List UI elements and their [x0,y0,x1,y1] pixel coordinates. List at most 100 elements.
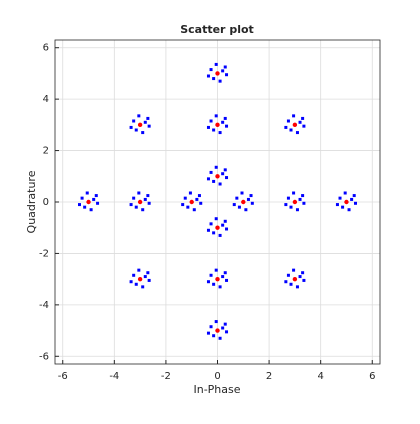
sample-point [221,69,225,73]
sample-point [143,275,147,279]
sample-point [143,197,147,201]
center-point [215,276,220,282]
sample-point [214,217,218,221]
sample-point [289,282,293,286]
sample-point [137,268,141,272]
sample-point [212,128,216,132]
sample-point [96,201,100,205]
sample-point [249,194,253,198]
y-tick-label: 0 [43,197,49,208]
sample-point [223,219,227,223]
x-tick-label: -6 [58,371,68,382]
sample-point [292,268,296,272]
sample-point [134,205,138,209]
sample-point [298,275,302,279]
y-tick-label: -4 [39,300,49,311]
sample-point [141,131,145,135]
sample-point [141,208,145,212]
sample-point [92,197,96,201]
sample-point [209,273,213,277]
sample-point [218,182,222,186]
sample-point [301,271,305,275]
sample-point [199,201,203,205]
sample-point [221,120,225,124]
sample-point [223,116,227,120]
sample-point [225,176,229,180]
sample-point [206,177,210,181]
sample-point [85,191,89,195]
y-axis-label: Quadrature [25,170,38,233]
sample-point [132,196,136,200]
sample-point [214,268,218,272]
sample-point [195,197,199,201]
center-point [189,199,194,205]
sample-point [338,196,342,200]
sample-point [284,203,288,207]
sample-point [335,203,339,207]
sample-point [225,73,229,77]
sample-point [147,201,151,205]
sample-point [206,125,210,129]
y-tick-label: -2 [39,248,49,259]
y-tick-label: -6 [39,351,49,362]
sample-point [295,208,299,212]
sample-point [212,179,216,183]
sample-point [146,116,150,120]
sample-point [83,205,87,209]
sample-point [218,336,222,340]
y-tick-label: 6 [43,43,49,54]
sample-point [214,62,218,66]
sample-point [209,119,213,123]
sample-point [298,120,302,124]
center-point [215,225,220,230]
y-tick-label: 4 [43,94,49,105]
center-point [215,71,220,76]
sample-point [223,271,227,275]
sample-point [134,128,138,132]
sample-point [134,282,138,286]
sample-point [225,227,229,231]
sample-point [302,278,306,282]
center-point [215,328,220,333]
sample-point [192,208,196,212]
sample-point [80,196,84,200]
sample-point [292,114,296,118]
sample-point [78,203,82,207]
sample-point [206,331,210,335]
sample-point [341,205,345,209]
sample-point [244,208,248,212]
sample-point [250,201,254,205]
center-point [137,122,143,128]
sample-point [295,285,299,289]
sample-point [94,194,98,198]
x-tick-label: -4 [109,371,119,382]
sample-point [295,131,299,135]
sample-point [129,280,133,284]
sample-point [129,203,133,207]
sample-point [209,222,213,226]
sample-point [286,273,290,277]
sample-point [132,119,136,123]
sample-point [212,231,216,235]
sample-point [246,197,250,201]
center-point [292,276,298,282]
sample-point [147,278,151,282]
sample-point [286,119,290,123]
center-point [137,199,143,205]
x-axis-label: In-Phase [193,383,240,396]
sample-point [218,285,222,289]
x-tick-label: 4 [317,371,323,382]
sample-point [350,197,354,201]
sample-point [221,172,225,176]
sample-point [289,128,293,132]
sample-point [235,196,239,200]
x-tick-label: 0 [214,371,220,382]
sample-point [188,191,192,195]
sample-point [352,194,356,198]
sample-point [225,330,229,334]
sample-point [301,116,305,120]
y-tick-label: 2 [43,146,49,157]
sample-point [218,79,222,83]
sample-point [214,114,218,118]
